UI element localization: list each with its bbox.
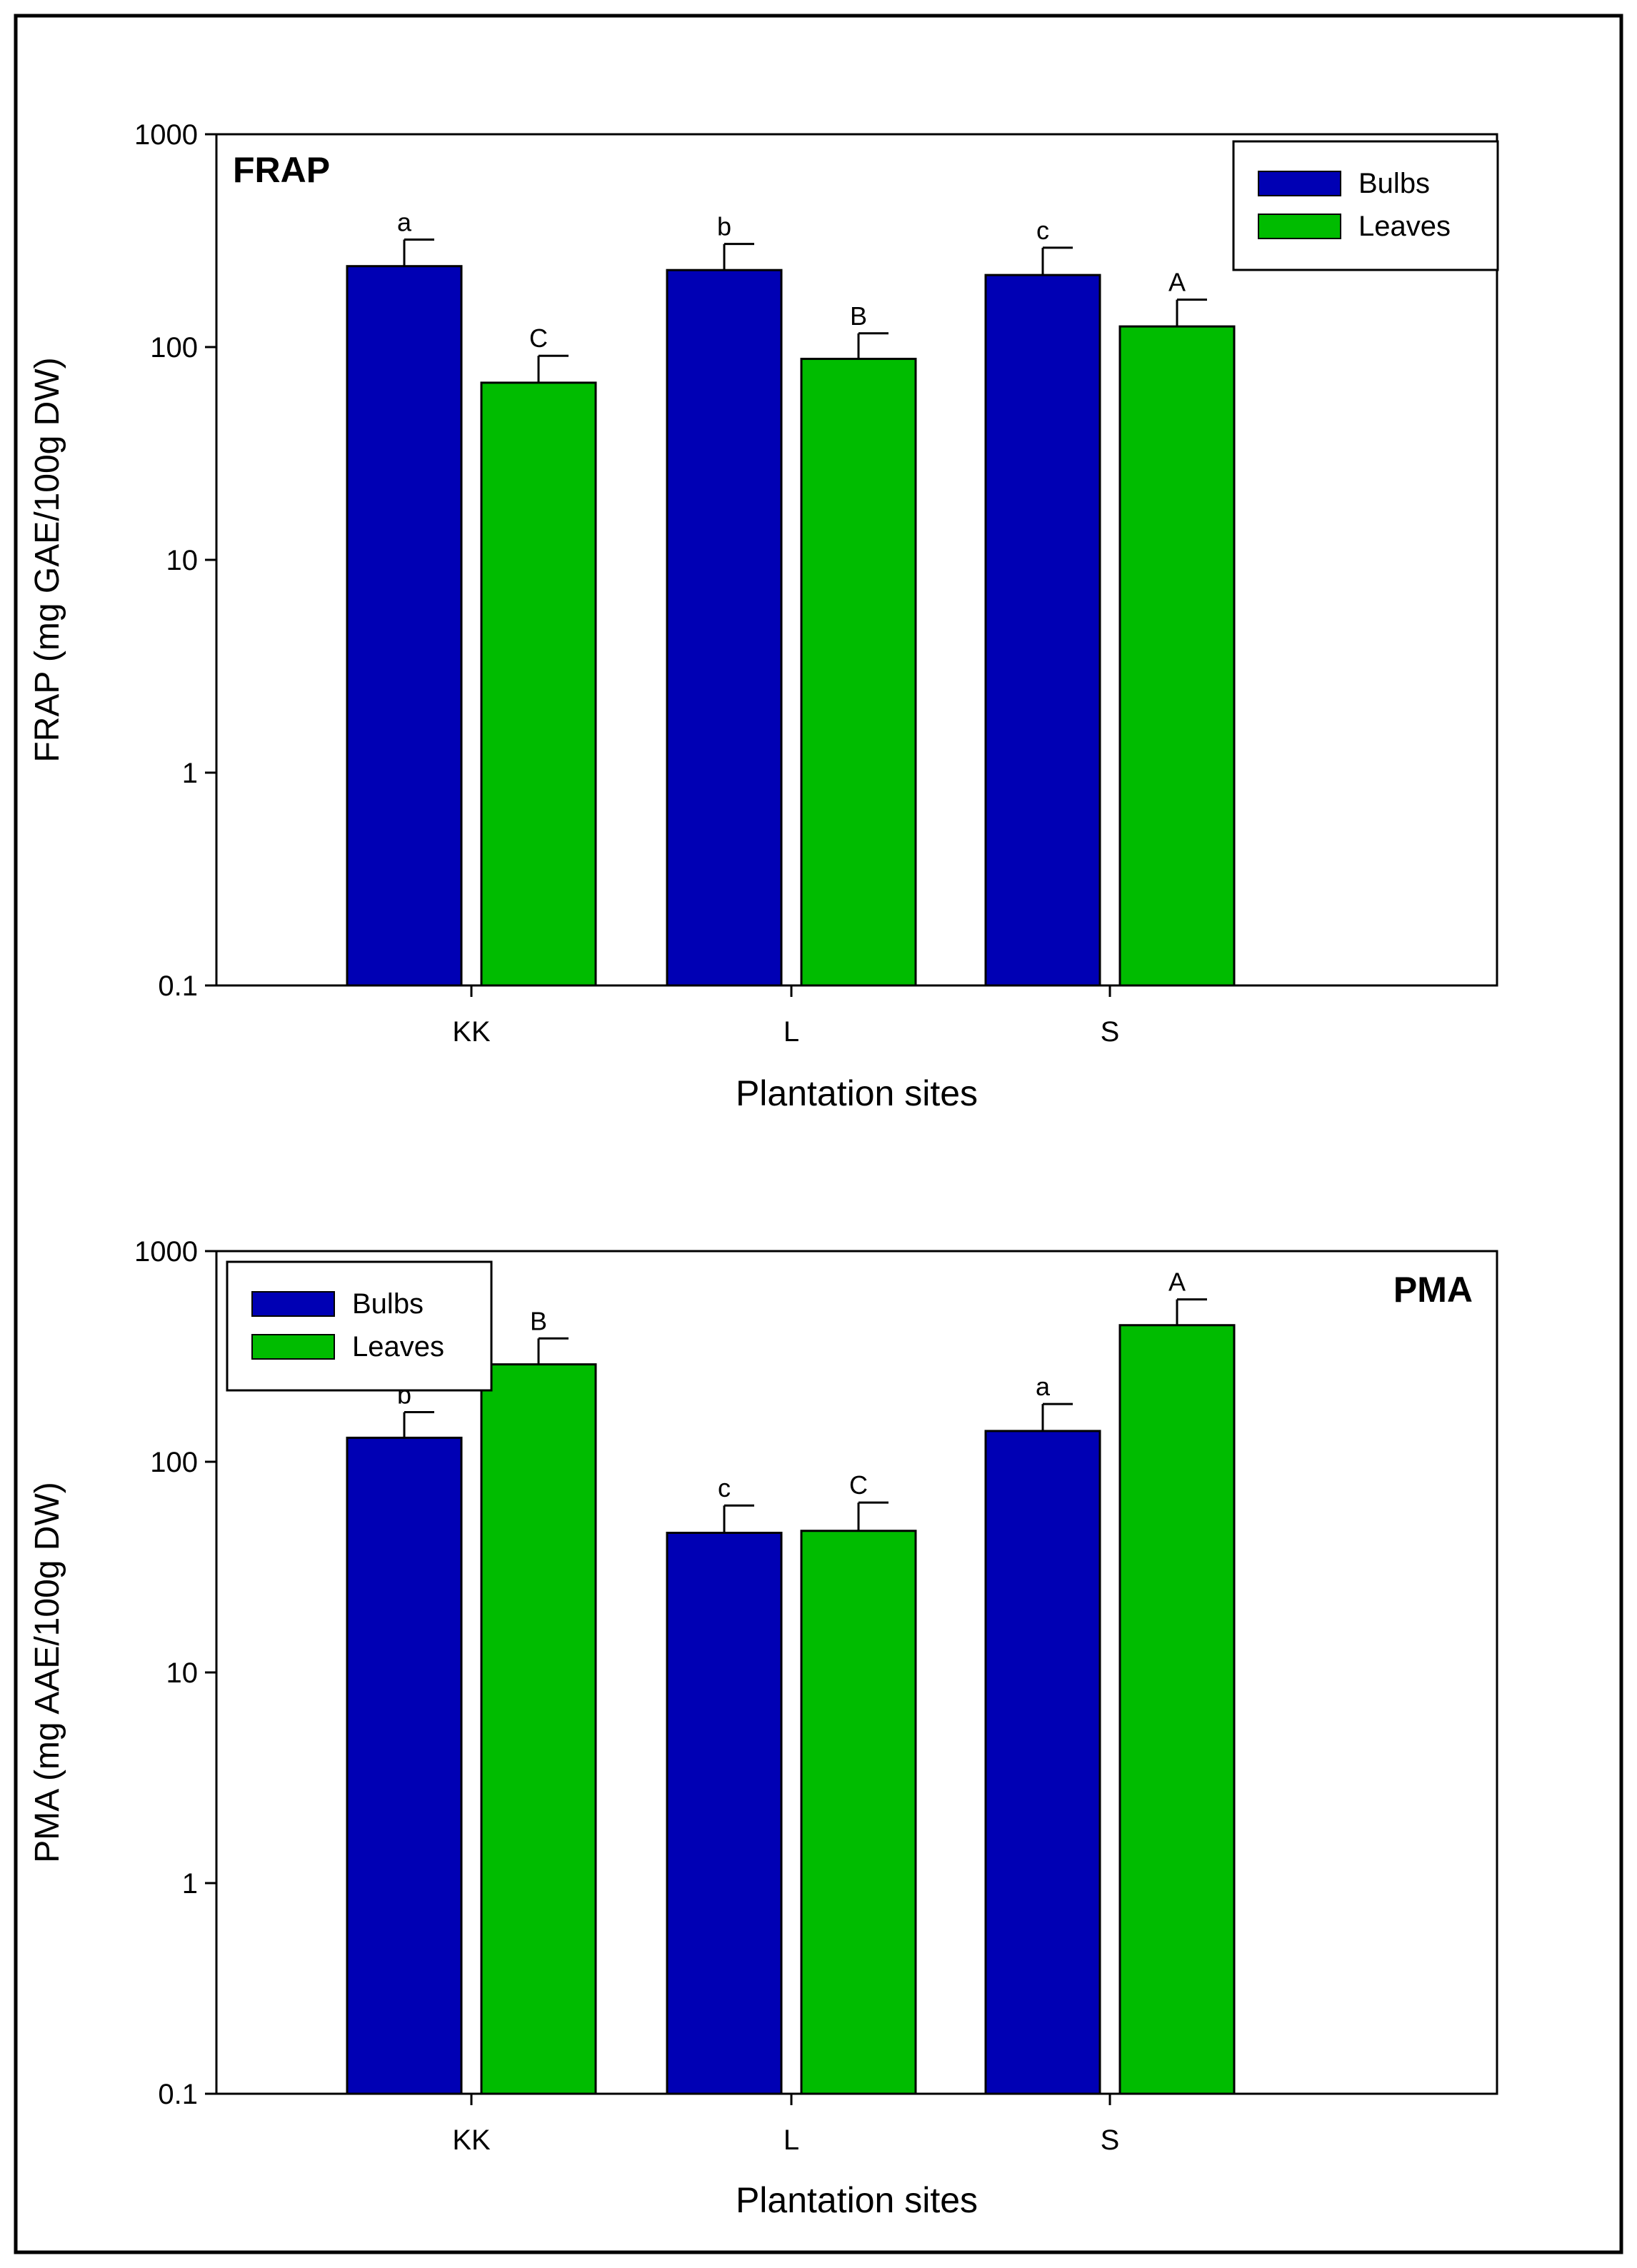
y-tick-label: 0.1 bbox=[158, 970, 198, 1002]
bar-leaves-l bbox=[800, 358, 917, 987]
bar-leaves-l bbox=[800, 1530, 917, 2095]
x-tick-label: S bbox=[1101, 1016, 1120, 1048]
legend-swatch-bulbs bbox=[251, 1291, 335, 1317]
bar-bulbs-l bbox=[666, 269, 783, 987]
bar-leaves-s bbox=[1118, 1324, 1236, 2095]
significance-letter: A bbox=[1168, 268, 1186, 297]
x-tick-label: KK bbox=[452, 1016, 491, 1048]
significance-letter: b bbox=[717, 212, 731, 241]
bar-bulbs-s bbox=[984, 1430, 1101, 2095]
y-axis-label: FRAP (mg GAE/100g DW) bbox=[29, 357, 66, 762]
bar-leaves-s bbox=[1118, 325, 1236, 987]
x-axis-label: Plantation sites bbox=[736, 1073, 978, 1113]
y-tick-label: 100 bbox=[150, 332, 198, 363]
bar-bulbs-kk bbox=[346, 1436, 463, 2095]
significance-letter: a bbox=[1036, 1372, 1051, 1401]
y-tick-label: 10 bbox=[166, 1657, 199, 1689]
x-axis-label: Plantation sites bbox=[736, 2180, 978, 2220]
significance-letter: B bbox=[530, 1306, 547, 1335]
legend-box bbox=[226, 1260, 493, 1392]
significance-letter: C bbox=[849, 1470, 868, 1500]
legend-label-leaves: Leaves bbox=[352, 1331, 444, 1363]
x-tick-label: S bbox=[1101, 2124, 1120, 2156]
legend-label-bulbs: Bulbs bbox=[1358, 168, 1430, 199]
bar-leaves-kk bbox=[480, 1363, 597, 2095]
legend-swatch-leaves bbox=[251, 1334, 335, 1360]
y-tick-label: 0.1 bbox=[158, 2079, 198, 2110]
significance-letter: a bbox=[397, 207, 412, 236]
bar-bulbs-s bbox=[984, 274, 1101, 987]
bar-bulbs-l bbox=[666, 1531, 783, 2095]
y-tick-label: 1000 bbox=[134, 1236, 198, 1268]
x-tick-label: L bbox=[784, 2124, 799, 2156]
significance-letter: A bbox=[1168, 1268, 1186, 1297]
y-axis-label: PMA (mg AAE/100g DW) bbox=[29, 1482, 66, 1863]
significance-letter: c bbox=[1036, 216, 1049, 245]
frap-panel: 0.1 1 10 100 1000 a b c C B A KK L S Plantation sites F… bbox=[29, 119, 1499, 1113]
legend-box bbox=[1232, 140, 1499, 271]
x-tick-label: KK bbox=[452, 2124, 491, 2156]
significance-letter: B bbox=[850, 301, 867, 331]
significance-letter: c bbox=[718, 1473, 731, 1502]
y-tick-label: 1 bbox=[182, 1868, 198, 1900]
significance-letter: C bbox=[529, 323, 548, 353]
legend-swatch-leaves bbox=[1258, 214, 1341, 239]
bar-leaves-kk bbox=[480, 381, 597, 987]
legend-label-bulbs: Bulbs bbox=[352, 1288, 424, 1320]
y-tick-label: 1000 bbox=[134, 119, 198, 151]
legend-swatch-bulbs bbox=[1258, 171, 1341, 196]
y-tick-label: 1 bbox=[182, 758, 198, 789]
legend-label-leaves: Leaves bbox=[1358, 211, 1451, 242]
panel-label: PMA bbox=[1393, 1270, 1473, 1310]
y-tick-label: 10 bbox=[166, 545, 199, 576]
y-tick-label: 100 bbox=[150, 1447, 198, 1478]
x-tick-label: L bbox=[784, 1016, 799, 1048]
bar-bulbs-kk bbox=[346, 265, 463, 987]
panel-label: FRAP bbox=[233, 150, 330, 190]
